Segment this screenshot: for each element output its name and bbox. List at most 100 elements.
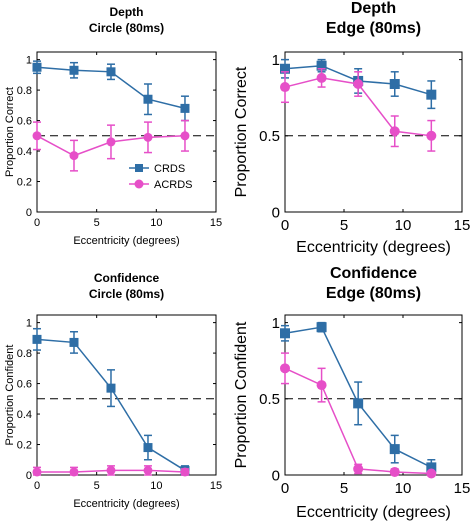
y-axis-label: Proportion Confident: [4, 345, 16, 446]
y-tick-label: 0.4: [17, 146, 32, 158]
data-point-circle: [426, 468, 437, 479]
y-tick-label: 0.6: [17, 115, 32, 127]
data-point-square: [280, 328, 290, 339]
y-tick-label: 0.6: [17, 378, 32, 390]
chart-title-line-2: Circle (80ms): [89, 21, 164, 35]
y-tick-label: 0.8: [17, 348, 32, 360]
x-tick-label: 5: [340, 480, 348, 497]
data-point-square: [389, 444, 400, 455]
data-point-square: [32, 62, 42, 72]
legend-marker-square: [135, 164, 143, 172]
y-tick-label: 0.5: [259, 391, 280, 408]
plot-area-frame: [284, 51, 463, 213]
chart-title-line-1: Depth: [110, 5, 144, 19]
x-axis-label: Eccentricity (degrees): [296, 239, 451, 256]
y-axis-label: Proportion Correct: [233, 66, 250, 197]
y-tick-label: 0.8: [17, 85, 32, 97]
y-tick-label: 0: [26, 470, 32, 482]
x-tick-label: 0: [281, 217, 289, 234]
plot-area-frame: [36, 314, 217, 476]
data-point-circle: [180, 131, 190, 141]
x-axis-label: Eccentricity (degrees): [296, 504, 451, 521]
x-axis-label: Eccentricity (degrees): [73, 498, 179, 510]
series-crds: [32, 60, 190, 122]
y-tick-label: 1: [272, 315, 280, 332]
plot-area-frame: [284, 314, 463, 476]
x-tick-label: 0: [281, 480, 289, 497]
chart-panel-2: Depth Edge (80ms) 0 5 10 15 0 0.5 1 Eccentricity …: [233, 0, 470, 256]
y-tick-label: 0.2: [17, 439, 32, 451]
series-acrds: [280, 68, 437, 152]
data-point-circle: [32, 131, 42, 141]
series-acrds: [32, 119, 190, 172]
data-point-circle: [280, 82, 290, 93]
chart-panel-1: Depth Circle (80ms) 0 5 10 15 0 0.2 0.4 0.6 0.8 1 Ec…: [4, 5, 222, 247]
data-point-circle: [106, 137, 116, 147]
x-tick-label: 15: [454, 217, 471, 234]
y-tick-label: 1: [26, 54, 32, 66]
legend-marker-circle: [134, 179, 144, 189]
series-crds: [280, 321, 437, 476]
y-tick-label: 1: [272, 52, 280, 69]
x-tick-label: 10: [150, 217, 162, 229]
data-point-square: [316, 60, 327, 71]
data-point-circle: [389, 126, 400, 137]
data-point-square: [316, 322, 327, 333]
x-tick-label: 0: [34, 480, 40, 492]
chart-title-line-2: Edge (80ms): [326, 285, 421, 302]
data-point-circle: [106, 465, 116, 475]
x-tick-label: 10: [150, 480, 162, 492]
chart-title-line-2: Circle (80ms): [89, 287, 164, 301]
x-tick-label: 5: [340, 217, 348, 234]
data-point-circle: [426, 130, 437, 141]
data-point-circle: [280, 363, 290, 374]
y-tick-label: 0.5: [259, 128, 280, 145]
data-point-circle: [316, 380, 327, 391]
data-point-circle: [143, 465, 153, 475]
data-point-square: [353, 398, 364, 409]
legend-label: CRDS: [154, 163, 185, 175]
data-point-square: [69, 337, 79, 347]
chart-title-line-1: Confidence: [94, 271, 160, 285]
y-tick-label: 0: [272, 467, 280, 484]
series-acrds: [280, 352, 437, 479]
x-tick-label: 10: [395, 217, 412, 234]
data-point-square: [280, 63, 290, 74]
y-axis-label: Proportion Correct: [4, 87, 16, 177]
data-point-circle: [180, 467, 190, 477]
data-point-square: [426, 462, 437, 473]
chart-panel-3: Confidence Circle (80ms) 0 5 10 15 0 0.2 0.4 0.6 0…: [4, 271, 222, 510]
legend: CRDS ACRDS: [129, 163, 193, 191]
y-tick-label: 0.2: [17, 176, 32, 188]
data-point-circle: [316, 72, 327, 83]
data-point-circle: [353, 463, 364, 474]
y-tick-label: 0: [272, 204, 280, 221]
y-axis-label: Proportion Confident: [233, 321, 250, 468]
x-tick-label: 5: [94, 480, 100, 492]
y-tick-label: 0.4: [17, 409, 32, 421]
chart-panel-4: Confidence Edge (80ms) 0 5 10 15 0 0.5 1 Eccentri…: [233, 265, 470, 521]
chart-title-line-1: Confidence: [330, 265, 417, 282]
x-tick-label: 15: [210, 217, 222, 229]
y-tick-label: 1: [26, 317, 32, 329]
chart-title-line-2: Edge (80ms): [326, 20, 421, 37]
data-point-circle: [143, 132, 153, 142]
data-point-square: [143, 94, 153, 104]
data-point-square: [143, 443, 153, 453]
chart-title-line-1: Depth: [351, 0, 396, 17]
data-point-square: [32, 334, 42, 344]
data-point-square: [106, 383, 116, 393]
data-point-square: [426, 89, 437, 100]
data-point-circle: [32, 467, 42, 477]
x-axis-label: Eccentricity (degrees): [73, 235, 179, 247]
data-point-circle: [69, 467, 79, 477]
x-tick-label: 15: [454, 480, 471, 497]
x-tick-label: 15: [210, 480, 222, 492]
x-tick-label: 0: [34, 217, 40, 229]
data-point-square: [180, 103, 190, 113]
series-acrds: [32, 465, 190, 477]
data-point-circle: [353, 79, 364, 89]
y-tick-label: 0: [26, 207, 32, 219]
data-point-square: [69, 65, 79, 75]
